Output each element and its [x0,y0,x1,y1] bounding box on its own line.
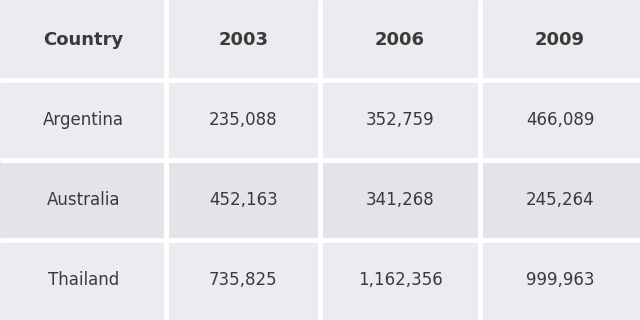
Bar [0,0,166,80]
Text: 352,759: 352,759 [365,111,435,129]
Bar [0,80,166,160]
Text: 245,264: 245,264 [525,191,595,209]
Bar [166,240,320,320]
Text: Argentina: Argentina [43,111,124,129]
Text: 2003: 2003 [218,31,268,49]
Bar [320,240,480,320]
Text: 2006: 2006 [375,31,425,49]
Text: 999,963: 999,963 [525,271,595,289]
Bar [480,0,640,80]
Text: Country: Country [43,31,124,49]
Bar [320,160,480,240]
Bar [0,240,166,320]
Bar [0,160,166,240]
Text: 2009: 2009 [535,31,585,49]
Text: 735,825: 735,825 [209,271,278,289]
Bar [480,160,640,240]
Bar [320,0,480,80]
Text: 1,162,356: 1,162,356 [358,271,442,289]
Text: 466,089: 466,089 [526,111,594,129]
Bar [480,80,640,160]
Text: Thailand: Thailand [47,271,119,289]
Text: 452,163: 452,163 [209,191,278,209]
Bar [166,0,320,80]
Text: 341,268: 341,268 [365,191,435,209]
Bar [480,240,640,320]
Bar [320,80,480,160]
Bar [166,160,320,240]
Bar [166,80,320,160]
Text: Australia: Australia [47,191,120,209]
Text: 235,088: 235,088 [209,111,278,129]
